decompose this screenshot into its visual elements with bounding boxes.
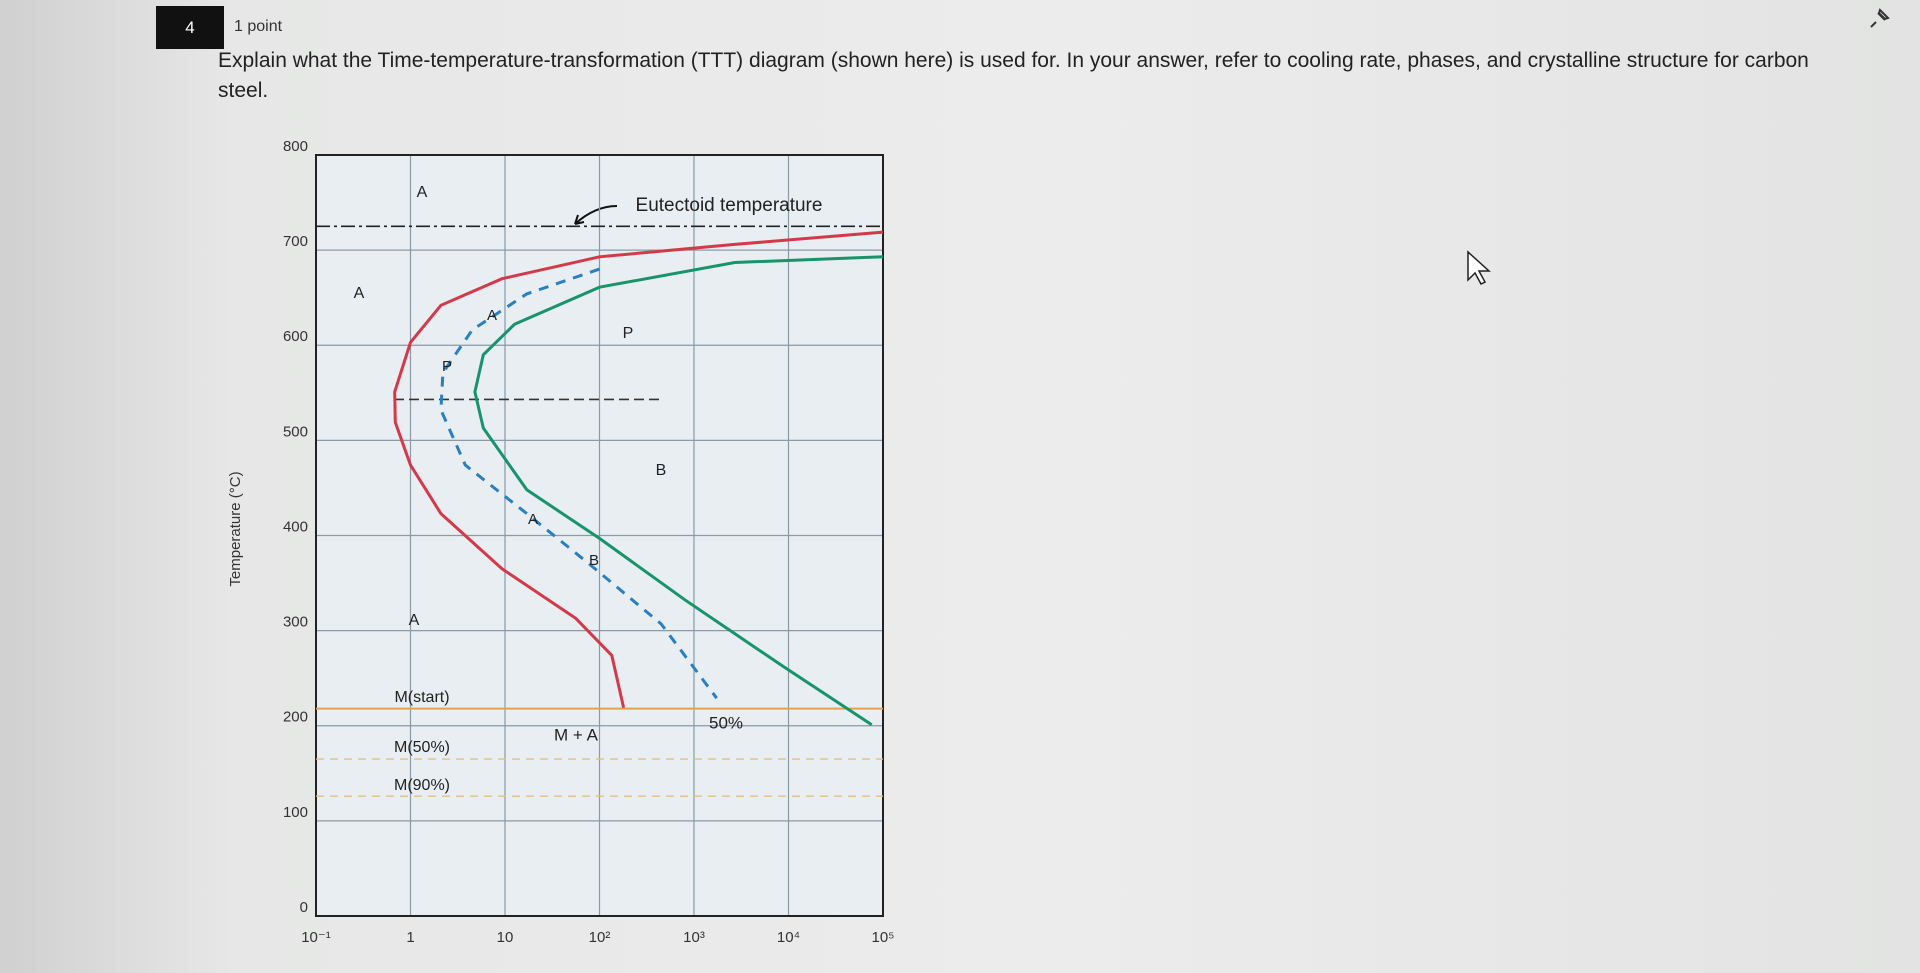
y-tick-label: 300	[283, 614, 308, 631]
y-tick-label: 600	[283, 328, 308, 345]
annotation: A	[409, 612, 420, 629]
annotation: B	[656, 462, 667, 479]
y-tick-label: 800	[283, 138, 308, 155]
x-tick-label: 1	[406, 929, 414, 946]
annotation: A	[354, 285, 365, 302]
x-tick-label: 10⁵	[872, 929, 895, 946]
x-tick-label: 10	[497, 929, 514, 946]
annotation: M(90%)	[394, 777, 450, 794]
pin-icon[interactable]	[1868, 4, 1894, 30]
annotation: B	[589, 552, 599, 569]
annotation: P	[442, 358, 452, 375]
y-tick-label: 500	[283, 423, 308, 440]
x-tick-label: 10⁻¹	[301, 929, 331, 946]
curve	[439, 267, 718, 700]
y-axis-label: Temperature (°C)	[227, 471, 244, 586]
x-tick-label: 10²	[589, 929, 611, 946]
curve	[393, 230, 884, 709]
x-tick-label: 10⁴	[777, 929, 800, 946]
annotation: A	[528, 511, 538, 528]
question-points: 1 point	[234, 18, 283, 35]
annotation: M(start)	[394, 689, 449, 706]
curve	[473, 255, 884, 727]
annotation-arrow	[574, 205, 618, 225]
annotation: A	[487, 307, 497, 324]
annotation: M(50%)	[394, 739, 450, 756]
mouse-cursor	[1467, 250, 1491, 285]
y-tick-label: 700	[283, 233, 308, 250]
annotation: 50%	[709, 713, 743, 732]
y-tick-label: 400	[283, 518, 308, 535]
y-tick-label: 100	[283, 804, 308, 821]
annotation: P	[623, 325, 634, 342]
annotation: Eutectoid temperature	[636, 195, 823, 216]
annotation: M + A	[554, 725, 599, 744]
x-tick-label: 10³	[683, 929, 705, 946]
y-tick-label: 0	[300, 899, 308, 916]
question-number: 4	[156, 6, 224, 49]
y-tick-label: 200	[283, 709, 308, 726]
question-text: Explain what the Time-temperature-transf…	[218, 49, 1809, 102]
plot-border	[315, 154, 884, 917]
annotation: A	[417, 184, 428, 201]
